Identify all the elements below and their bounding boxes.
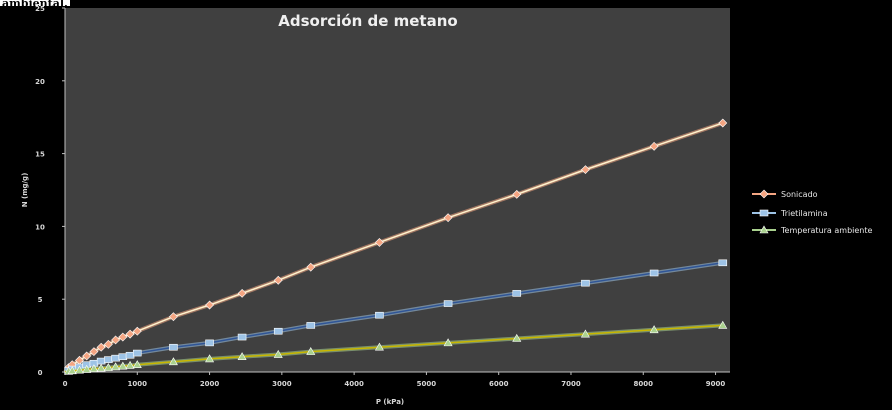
data-point [132, 326, 142, 336]
data-point [718, 118, 728, 128]
data-point [443, 213, 453, 223]
series-0 [63, 118, 728, 374]
data-point [111, 354, 120, 362]
data-point [205, 300, 214, 310]
x-axis: 0 1000 2000 3000 4000 5000 6000 7000 8000 9000 [63, 371, 730, 388]
data-point [168, 357, 178, 366]
data-point [125, 351, 135, 359]
data-point [718, 259, 728, 267]
data-point [273, 275, 283, 285]
data-point [74, 365, 84, 374]
data-point [718, 320, 728, 329]
data-point [125, 360, 135, 369]
y-tick-label: 15 [35, 151, 45, 159]
data-point [512, 290, 522, 297]
data-point [89, 364, 99, 373]
data-point [111, 335, 121, 345]
data-point [649, 141, 659, 151]
data-point [132, 349, 142, 357]
legend-label: Trietilamina [780, 209, 828, 218]
x-tick-label: 1000 [128, 380, 148, 388]
x-tick-label: 5000 [417, 380, 437, 388]
data-point [649, 269, 659, 277]
legend-item: Trietilamina [752, 209, 828, 218]
data-point [237, 352, 247, 361]
x-axis-title: P (kPa) [376, 398, 404, 406]
data-point [103, 363, 113, 371]
data-point [237, 333, 247, 341]
y-tick-label: 20 [35, 78, 45, 86]
data-point [82, 364, 92, 373]
data-point [580, 329, 590, 338]
data-point [443, 300, 453, 307]
caption-text: ambiental. [0, 0, 70, 6]
y-tick-label: 0 [38, 369, 43, 377]
data-point [168, 312, 178, 322]
data-point [96, 342, 106, 352]
data-point [306, 347, 316, 355]
x-tick-label: 4000 [344, 380, 364, 388]
data-point [118, 353, 128, 361]
data-point [118, 361, 128, 370]
series-2 [64, 320, 728, 375]
data-point [89, 347, 99, 357]
chart-title: Adsorción de metano [278, 12, 457, 30]
data-point [375, 237, 384, 247]
y-tick-label: 5 [38, 296, 43, 304]
x-tick-label: 8000 [634, 380, 654, 388]
data-point [512, 189, 522, 199]
y-axis: 0 5 10 15 20 25 [35, 5, 66, 377]
data-point [306, 322, 316, 329]
legend-swatch-marker [759, 225, 769, 234]
data-point [169, 343, 178, 351]
x-tick-label: 2000 [200, 380, 220, 388]
data-point [581, 279, 590, 287]
y-tick-label: 25 [35, 5, 45, 13]
y-tick-label: 10 [35, 223, 45, 231]
legend: Sonicado Trietilamina Temperatura ambiente [752, 189, 873, 235]
x-tick-label: 9000 [706, 380, 726, 388]
data-point [96, 363, 106, 372]
legend-label: Temperatura ambiente [780, 226, 873, 235]
legend-label: Sonicado [781, 190, 818, 199]
data-point [273, 349, 283, 358]
data-point [118, 332, 128, 342]
data-point [104, 356, 113, 363]
data-point [96, 357, 106, 365]
data-point [125, 329, 135, 339]
x-tick-label: 3000 [272, 380, 292, 388]
legend-swatch-marker [759, 209, 769, 217]
data-point [273, 327, 283, 335]
x-tick-label: 7000 [561, 380, 581, 388]
legend-item: Sonicado [752, 189, 818, 199]
data-point [375, 311, 384, 319]
data-point [67, 366, 77, 375]
data-point [205, 354, 215, 363]
data-point [306, 262, 316, 272]
legend-item: Temperatura ambiente [752, 225, 873, 235]
data-point [103, 339, 113, 349]
data-point [443, 338, 453, 347]
y-axis-title: N (mg/g) [21, 173, 29, 208]
data-point [82, 351, 92, 361]
data-point [512, 333, 522, 342]
data-point [649, 325, 659, 334]
data-point [132, 360, 142, 369]
data-point [111, 362, 121, 371]
series-1 [64, 259, 728, 374]
data-point [237, 288, 247, 298]
x-tick-label: 6000 [489, 380, 509, 388]
plot-area [65, 8, 730, 372]
x-tick-label: 0 [63, 380, 68, 388]
data-point [581, 165, 590, 175]
series-layer [63, 118, 728, 375]
data-point [374, 342, 384, 351]
legend-swatch-marker [759, 189, 769, 199]
data-point [205, 339, 214, 347]
